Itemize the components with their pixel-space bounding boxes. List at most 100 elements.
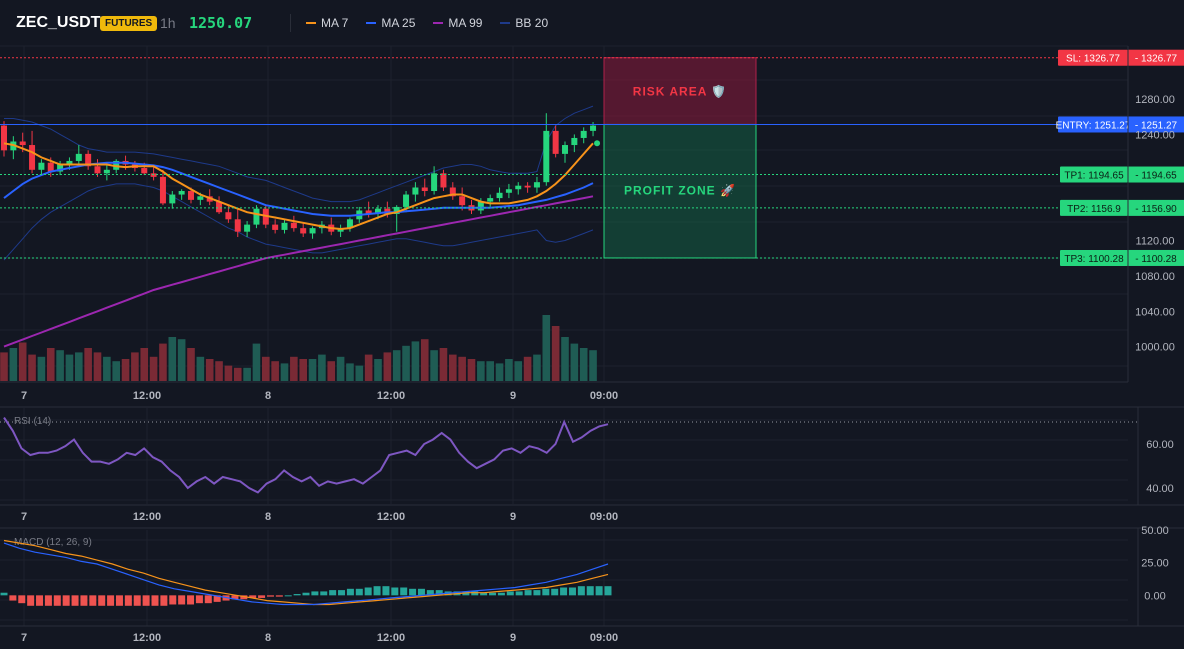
macd-histogram-bar	[89, 595, 97, 606]
candle-body	[533, 182, 540, 188]
price-tick-label: 1040.00	[1135, 306, 1175, 318]
candle-body	[66, 160, 73, 165]
volume-bar	[271, 361, 279, 381]
volume-bar	[318, 354, 326, 381]
tp-axis-tag	[1128, 199, 1184, 216]
price-tick-label: 1120.00	[1136, 236, 1175, 248]
volume-bar	[149, 356, 158, 381]
macd-histogram-bar	[151, 595, 159, 606]
legend-label: MA 99	[448, 16, 483, 30]
timeframe-label[interactable]: 1h	[160, 15, 176, 31]
volume-bar	[430, 350, 438, 381]
macd-histogram-bar	[9, 595, 17, 601]
macd-histogram-bar	[533, 590, 541, 596]
profit-zone	[603, 123, 757, 259]
candle-body	[169, 194, 176, 204]
rsi-panel: RSI (14) 60.00 40.00 7 12:00 8 12:00 9 09:00	[0, 406, 1184, 523]
tp-level-label: TP3: 1100.28	[1064, 254, 1124, 265]
candle-body	[159, 176, 166, 204]
legend-item-bb20[interactable]: BB 20	[500, 16, 548, 30]
volume-bar	[159, 343, 167, 381]
volume-bar	[262, 356, 270, 381]
macd-histogram-bar	[266, 595, 274, 597]
candle-body	[19, 141, 26, 146]
legend-label: BB 20	[515, 16, 549, 30]
macd-histogram-bar	[586, 586, 594, 596]
macd-histogram-bar	[426, 590, 434, 596]
macd-histogram-bar	[98, 595, 106, 606]
macd-histogram-bar	[471, 591, 479, 596]
last-price: 1250.07	[189, 14, 253, 32]
volume-bar	[589, 350, 597, 381]
macd-time-label: 12:00	[133, 632, 161, 644]
volume-bar	[533, 354, 541, 381]
macd-histogram-bar	[249, 595, 257, 598]
candle-body	[365, 210, 372, 214]
macd-histogram-bar	[0, 592, 8, 596]
volume-bar	[308, 359, 317, 381]
candle-body	[1, 125, 7, 151]
risk-area-label: RISK AREA 🛡️	[633, 85, 727, 99]
legend-label: MA 25	[381, 16, 416, 30]
candle-body	[515, 185, 522, 190]
macd-histogram-bar	[240, 595, 248, 600]
rsi-time-label: 7	[21, 511, 27, 523]
volume-bar	[439, 348, 448, 381]
price-tick-label: 1080.00	[1135, 271, 1175, 283]
ma99-swatch	[433, 22, 444, 24]
macd-histogram-bar	[355, 588, 363, 596]
volume-bar	[205, 359, 214, 381]
volume-bar	[121, 359, 130, 381]
candle-body	[543, 130, 550, 183]
macd-histogram-bar	[338, 590, 346, 596]
volume-bar	[523, 356, 532, 381]
volume-bar	[467, 359, 476, 381]
macd-time-label: 7	[21, 632, 27, 644]
candle-body	[197, 196, 204, 200]
sl-level-tag	[1058, 49, 1128, 66]
symbol-name[interactable]: ZEC_USDT	[16, 14, 101, 31]
volume-bar	[131, 352, 139, 381]
volume-bar	[561, 337, 569, 381]
rsi-time-label: 12:00	[133, 511, 161, 523]
macd-histogram-bar	[497, 592, 505, 596]
legend-item-ma7[interactable]: MA 7	[306, 16, 348, 30]
tp-axis-tag	[1128, 166, 1184, 183]
volume-bar	[336, 356, 345, 381]
candle-body	[562, 145, 568, 154]
candle-body	[253, 208, 260, 225]
macd-tick-label: 25.00	[1141, 558, 1169, 570]
macd-histogram-bar	[506, 591, 514, 596]
legend-item-ma99[interactable]: MA 99	[433, 16, 482, 30]
macd-histogram-bar	[293, 594, 301, 596]
volume-bar	[243, 367, 251, 381]
candle-body	[234, 219, 241, 232]
candle-body	[571, 137, 578, 146]
volume-bar	[168, 337, 177, 381]
time-tick-label: 9	[510, 390, 516, 402]
rsi-time-label: 12:00	[377, 511, 405, 523]
trade-zones: RISK AREA 🛡️ PROFIT ZONE 🚀	[603, 57, 757, 259]
volume-bar	[411, 341, 420, 381]
candle-body	[216, 201, 223, 213]
candle-body	[440, 173, 447, 188]
candle-body	[178, 191, 185, 195]
candle-body	[150, 173, 157, 177]
legend-item-ma25[interactable]: MA 25	[366, 16, 415, 30]
volume-bar	[103, 356, 111, 381]
candle-body	[94, 166, 101, 174]
macd-tick-label: 50.00	[1141, 525, 1169, 537]
candle-body	[57, 164, 64, 172]
volume-bar	[579, 348, 588, 381]
macd-histogram-bar	[133, 595, 141, 606]
candle-body	[449, 187, 456, 197]
candle-body	[412, 187, 419, 195]
volume-bar	[374, 359, 382, 381]
risk-area-zone	[603, 57, 757, 125]
macd-signal-line	[3, 539, 609, 606]
candle-body	[225, 212, 232, 220]
volume-bar	[215, 361, 223, 381]
volume-bar	[37, 356, 46, 381]
time-tick-label: 12:00	[133, 390, 161, 402]
